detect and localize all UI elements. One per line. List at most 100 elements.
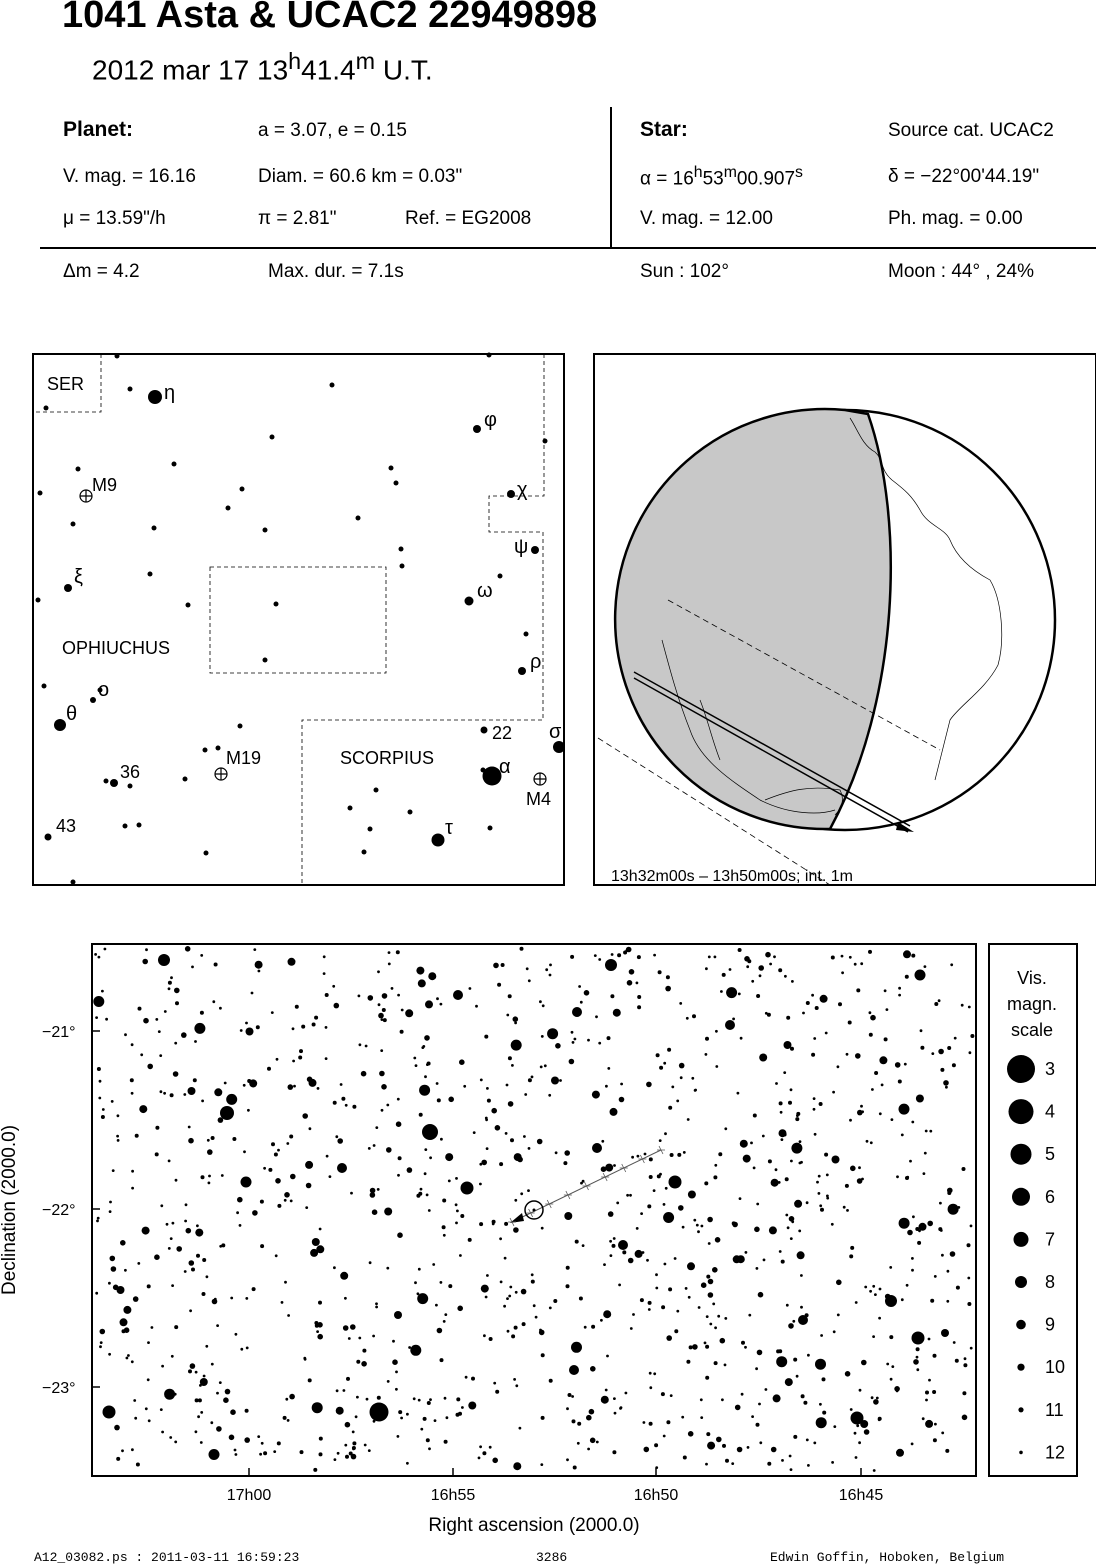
field-star [595, 1015, 598, 1019]
field-star [236, 1211, 240, 1215]
field-star [704, 1181, 709, 1186]
greek-omega: ω [477, 580, 493, 602]
field-star [124, 1268, 127, 1272]
field-star [181, 1032, 187, 1038]
field-star [924, 1129, 928, 1133]
field-star [836, 1313, 840, 1317]
field-star [392, 1339, 395, 1343]
field-star [506, 1297, 509, 1300]
field-star [372, 1144, 376, 1147]
field-star [116, 1114, 120, 1118]
field-star [486, 1087, 489, 1090]
field-star [795, 1117, 800, 1122]
field-star [870, 1014, 876, 1021]
field-star [674, 1329, 679, 1334]
field-star [800, 1305, 803, 1309]
field-star [387, 951, 391, 954]
field-star [655, 1053, 660, 1058]
field-star [940, 1067, 945, 1072]
field-star [445, 1416, 449, 1420]
field-star [780, 1259, 785, 1264]
field-star [673, 1257, 677, 1260]
field-star [951, 1063, 956, 1068]
field-star [332, 1100, 337, 1105]
field-star [776, 1356, 788, 1368]
constellation-star [90, 697, 96, 703]
field-star [705, 1036, 709, 1041]
field-star [375, 1126, 379, 1129]
field-star [686, 1359, 691, 1364]
field-star [932, 1438, 937, 1443]
field-star [643, 1152, 647, 1156]
footer-file: A12_03082.ps : 2011-03-11 16:59:23 [34, 1550, 300, 1565]
field-star [488, 1337, 493, 1341]
field-star [563, 1161, 568, 1166]
field-star [631, 1155, 634, 1159]
field-star [898, 986, 901, 990]
field-star [783, 1041, 792, 1049]
constellation-star [110, 779, 118, 787]
field-star [700, 1416, 704, 1419]
field-star [832, 1090, 835, 1094]
star-phmag: Ph. mag. = 0.00 [888, 208, 1023, 229]
field-star [627, 1257, 634, 1264]
field-star [270, 1011, 274, 1014]
field-star [878, 1287, 882, 1291]
star-ra-m: m [723, 164, 737, 181]
field-star [308, 1078, 317, 1087]
field-star [507, 1056, 512, 1061]
field-star [475, 1004, 478, 1008]
field-star [600, 1395, 609, 1404]
field-star [687, 1295, 691, 1299]
field-star [332, 984, 336, 988]
field-star [915, 1227, 920, 1231]
constellation-star [203, 850, 209, 856]
field-star [872, 1335, 875, 1338]
field-star [189, 1309, 193, 1313]
field-star [503, 1256, 507, 1260]
field-star [511, 1064, 514, 1067]
field-star [819, 994, 828, 1003]
field-star [744, 956, 750, 962]
field-star [807, 1353, 810, 1357]
field-star [442, 1198, 447, 1203]
delta-mag: Δm = 4.2 [63, 261, 140, 282]
field-star [824, 1031, 828, 1035]
constellation-star [127, 783, 133, 789]
field-star [587, 1447, 590, 1451]
y-tick-23: −23° [42, 1380, 76, 1397]
field-star [416, 1292, 420, 1296]
field-star [213, 1297, 217, 1301]
field-star [954, 1358, 959, 1363]
field-star [226, 1093, 238, 1105]
field-star [513, 1462, 522, 1471]
field-star [277, 1148, 280, 1152]
field-star [435, 1303, 438, 1307]
field-star [170, 1354, 174, 1358]
field-star-bright [220, 1106, 234, 1120]
field-star [456, 1397, 461, 1402]
field-star [216, 1426, 222, 1432]
field-star [188, 1260, 195, 1266]
field-star [313, 1467, 318, 1472]
field-star [555, 1043, 561, 1049]
field-star [741, 1340, 745, 1345]
field-star [868, 949, 872, 954]
field-star [439, 1002, 443, 1006]
field-star [335, 1389, 339, 1393]
field-star [963, 1357, 967, 1361]
field-star [934, 1002, 939, 1006]
field-star [943, 1080, 949, 1086]
field-star [858, 1166, 861, 1170]
field-star [858, 1388, 862, 1392]
field-star [479, 1445, 482, 1449]
field-star [322, 955, 326, 959]
event-date: 2012 mar 17 13 [92, 54, 289, 86]
greek-tau: τ [445, 817, 453, 839]
cluster-m19-icon [214, 767, 228, 781]
constellation-star [122, 823, 128, 829]
field-star [715, 1029, 718, 1033]
field-star [571, 1041, 575, 1044]
label-ophiuchus: OPHIUCHUS [62, 638, 170, 658]
field-star [880, 1083, 884, 1087]
